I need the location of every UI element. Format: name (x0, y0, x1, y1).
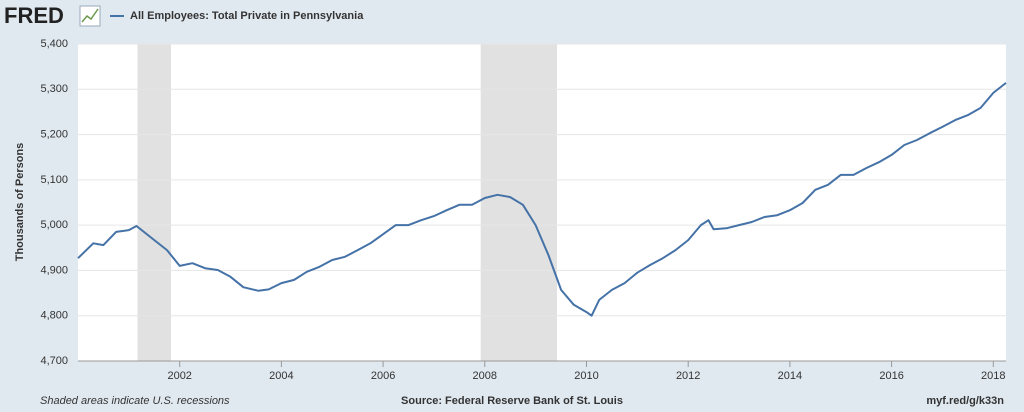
y-tick-label: 5,400 (40, 38, 68, 50)
y-tick-label: 4,900 (40, 264, 68, 276)
y-tick-label: 5,000 (40, 219, 68, 231)
y-tick-label: 4,800 (40, 310, 68, 322)
footer-link: myf.red/g/k33n (926, 395, 1004, 407)
x-tick-label: 2004 (269, 370, 293, 382)
y-tick-label: 4,700 (40, 355, 68, 367)
logo-icon (79, 5, 101, 27)
y-tick-label: 5,300 (40, 83, 68, 95)
x-tick-label: 2002 (167, 370, 191, 382)
logo: FRED (4, 3, 64, 28)
series-line (77, 82, 1007, 317)
x-tick-label: 2014 (778, 370, 802, 382)
y-axis-label: Thousands of Persons (14, 143, 26, 262)
x-tick-label: 2016 (879, 370, 903, 382)
legend-label: All Employees: Total Private in Pennsylv… (130, 10, 364, 22)
footer-source: Source: Federal Reserve Bank of St. Loui… (401, 395, 623, 407)
x-tick-label: 2008 (473, 370, 497, 382)
x-tick-label: 2012 (676, 370, 700, 382)
recession-band (137, 44, 172, 361)
y-tick-label: 5,100 (40, 174, 68, 186)
footer-note: Shaded areas indicate U.S. recessions (40, 395, 230, 407)
y-tick-label: 5,200 (40, 128, 68, 140)
x-tick-label: 2006 (371, 370, 395, 382)
logo-icon-line (81, 8, 99, 23)
x-tick-label: 2018 (981, 370, 1005, 382)
x-tick-label: 2010 (574, 370, 598, 382)
